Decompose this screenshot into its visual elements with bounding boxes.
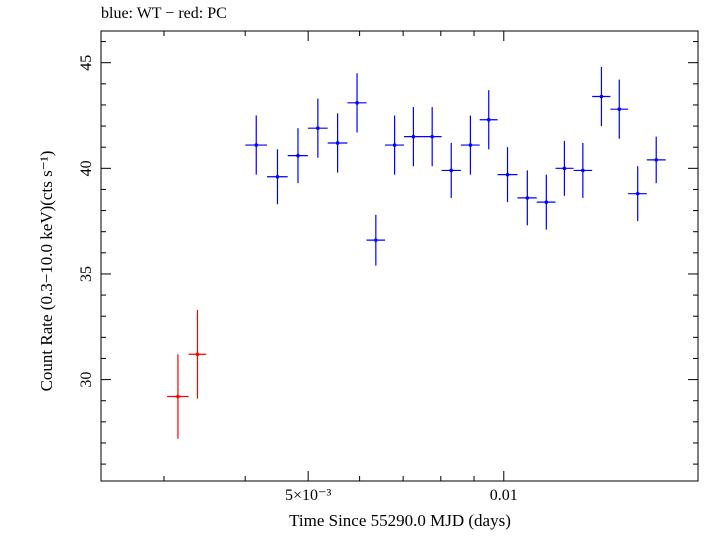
data-point bbox=[327, 113, 348, 173]
point-marker bbox=[617, 107, 622, 111]
axes: 5×10⁻³ 0.01 30 35 40 45 bbox=[78, 30, 699, 504]
point-marker bbox=[468, 143, 473, 147]
point-marker bbox=[635, 191, 640, 196]
data-point bbox=[479, 90, 498, 150]
data-point bbox=[573, 142, 593, 198]
data-point bbox=[167, 354, 189, 439]
data-point bbox=[536, 174, 556, 230]
data-point bbox=[188, 309, 207, 399]
point-marker bbox=[355, 101, 359, 105]
point-marker bbox=[195, 352, 200, 357]
point-marker bbox=[411, 134, 416, 139]
data-point bbox=[517, 170, 537, 226]
plot-frame bbox=[100, 30, 699, 482]
data-point bbox=[592, 66, 611, 127]
data-point bbox=[628, 166, 647, 222]
point-marker bbox=[599, 94, 604, 99]
data-points bbox=[167, 66, 666, 439]
point-marker bbox=[562, 166, 567, 171]
y-tick-label: 35 bbox=[78, 266, 95, 282]
x-tick-label: 0.01 bbox=[490, 487, 518, 504]
x-tick-label: 5×10⁻³ bbox=[285, 487, 331, 504]
data-point bbox=[347, 73, 367, 133]
data-point bbox=[366, 214, 386, 266]
x-axis-label: Time Since 55290.0 MJD (days) bbox=[289, 511, 511, 530]
point-marker bbox=[525, 196, 530, 200]
point-marker bbox=[392, 143, 397, 147]
data-point bbox=[307, 98, 328, 158]
point-marker bbox=[275, 174, 280, 179]
point-marker bbox=[544, 200, 549, 204]
point-marker bbox=[449, 168, 454, 173]
y-tick-label: 40 bbox=[78, 160, 95, 176]
series-pc bbox=[167, 309, 207, 439]
data-point bbox=[287, 128, 308, 184]
data-point bbox=[245, 115, 268, 175]
data-point bbox=[404, 107, 423, 167]
point-marker bbox=[335, 141, 340, 145]
data-point bbox=[422, 107, 442, 167]
data-point bbox=[460, 115, 480, 175]
data-point bbox=[385, 115, 405, 175]
chart-title: blue: WT − red: PC bbox=[101, 5, 227, 22]
data-point bbox=[497, 147, 518, 203]
data-point bbox=[555, 140, 574, 196]
data-point bbox=[267, 149, 288, 205]
point-marker bbox=[654, 158, 659, 162]
point-marker bbox=[430, 134, 434, 139]
series-wt bbox=[245, 66, 666, 266]
y-axis-label: Count Rate (0.3−10.0 keV)(cts s⁻¹) bbox=[37, 151, 56, 392]
y-tick-label: 45 bbox=[78, 55, 95, 71]
data-point bbox=[610, 79, 629, 139]
point-marker bbox=[486, 117, 491, 122]
point-marker bbox=[374, 238, 378, 242]
point-marker bbox=[176, 394, 180, 399]
point-marker bbox=[316, 126, 320, 130]
point-marker bbox=[505, 172, 510, 177]
data-point bbox=[441, 142, 461, 198]
y-tick-label: 30 bbox=[78, 372, 95, 388]
point-marker bbox=[296, 153, 300, 158]
point-marker bbox=[254, 143, 259, 147]
data-point bbox=[646, 136, 666, 184]
point-marker bbox=[581, 168, 585, 173]
